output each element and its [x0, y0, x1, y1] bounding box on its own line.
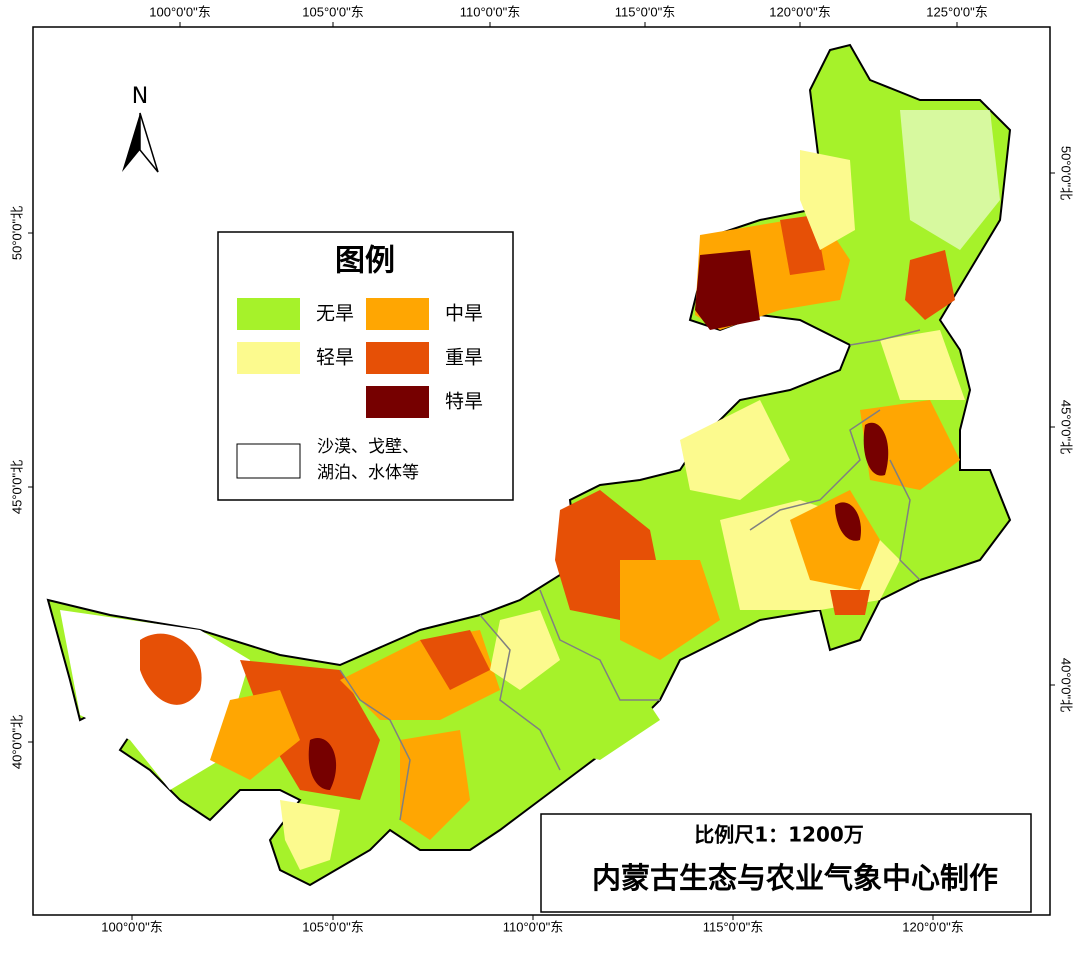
- boundary: [339, 669, 411, 821]
- extreme-patch: [308, 738, 337, 790]
- top-coord-label: 120°0'0"东: [769, 4, 830, 19]
- moderate-patch: [620, 560, 720, 660]
- arrow-right: [139, 112, 159, 173]
- left-coord-label: 45°0'0"北: [9, 460, 24, 514]
- legend-title: 图例: [335, 244, 395, 279]
- legend-swatch: [237, 298, 300, 330]
- severe-patch: [420, 630, 490, 690]
- north-arrow: N: [122, 84, 159, 173]
- bottom-coord-label: 100°0'0"东: [101, 919, 162, 934]
- legend-swatch: [366, 298, 429, 330]
- severe-patch: [140, 633, 202, 705]
- legend-label: 湖泊、水体等: [317, 463, 419, 483]
- legend-swatch: [237, 342, 300, 374]
- region-map: [46, 43, 1012, 887]
- bottom-coord-label: 110°0'0"东: [503, 919, 563, 934]
- legend-label: 重旱: [445, 347, 483, 369]
- top-coord-label: 110°0'0"东: [460, 4, 520, 19]
- legend-label: 中旱: [445, 303, 483, 325]
- boundary: [539, 589, 660, 701]
- right-coord-label: 45°0'0"北: [1059, 400, 1074, 454]
- light-patch: [880, 330, 965, 400]
- bottom-coord-label: 105°0'0"东: [302, 919, 363, 934]
- desert-patch: [60, 610, 250, 790]
- extreme-patch: [863, 422, 889, 476]
- right-coord-label: 40°0'0"北: [1059, 658, 1074, 712]
- extreme-patch: [835, 502, 861, 541]
- arrow-left: [122, 113, 140, 172]
- light-patch: [680, 400, 790, 500]
- extreme-patch: [695, 250, 760, 330]
- top-coord-label: 100°0'0"东: [149, 4, 210, 19]
- drought-patches: [60, 110, 1000, 870]
- boundary: [889, 459, 921, 581]
- top-coord-label: 125°0'0"东: [926, 4, 987, 19]
- scale-text: 比例尺1：1200万: [694, 823, 864, 847]
- legend-swatch: [366, 342, 429, 374]
- producer-text: 内蒙古生态与农业气象中心制作: [592, 861, 998, 895]
- boundary: [479, 614, 561, 771]
- no-drought-patch: [560, 690, 660, 760]
- legend-swatch: [366, 386, 429, 418]
- north-label: N: [132, 84, 148, 109]
- moderate-patch: [210, 690, 300, 780]
- bottom-coord-label: 115°0'0"东: [703, 919, 763, 934]
- legend-label: 特旱: [445, 391, 483, 413]
- info-box: [540, 813, 1032, 913]
- legend-label: 沙漠、戈壁、: [317, 437, 419, 457]
- severe-patch: [905, 250, 955, 320]
- water-patch: [900, 110, 1000, 250]
- boundary: [849, 329, 921, 346]
- right-coord-label: 50°0'0"北: [1059, 146, 1074, 200]
- scale-box: 比例尺1：1200万 内蒙古生态与农业气象中心制作: [540, 813, 1032, 913]
- light-patch: [800, 150, 855, 250]
- legend-swatch: [236, 443, 301, 479]
- bottom-coord-label: 120°0'0"东: [902, 919, 963, 934]
- top-coord-label: 105°0'0"东: [302, 4, 363, 19]
- light-patch: [490, 610, 560, 690]
- left-coord-label: 40°0'0"北: [9, 715, 24, 769]
- moderate-patch: [400, 730, 470, 840]
- light-patch: [280, 800, 340, 870]
- top-coord-label: 115°0'0"东: [615, 4, 675, 19]
- severe-patch: [830, 590, 870, 615]
- admin-boundaries: [339, 329, 921, 821]
- left-coord-label: 50°0'0"北: [9, 206, 24, 260]
- boundary: [749, 409, 881, 531]
- legend-label: 轻旱: [316, 347, 354, 369]
- legend-label: 无旱: [316, 303, 354, 325]
